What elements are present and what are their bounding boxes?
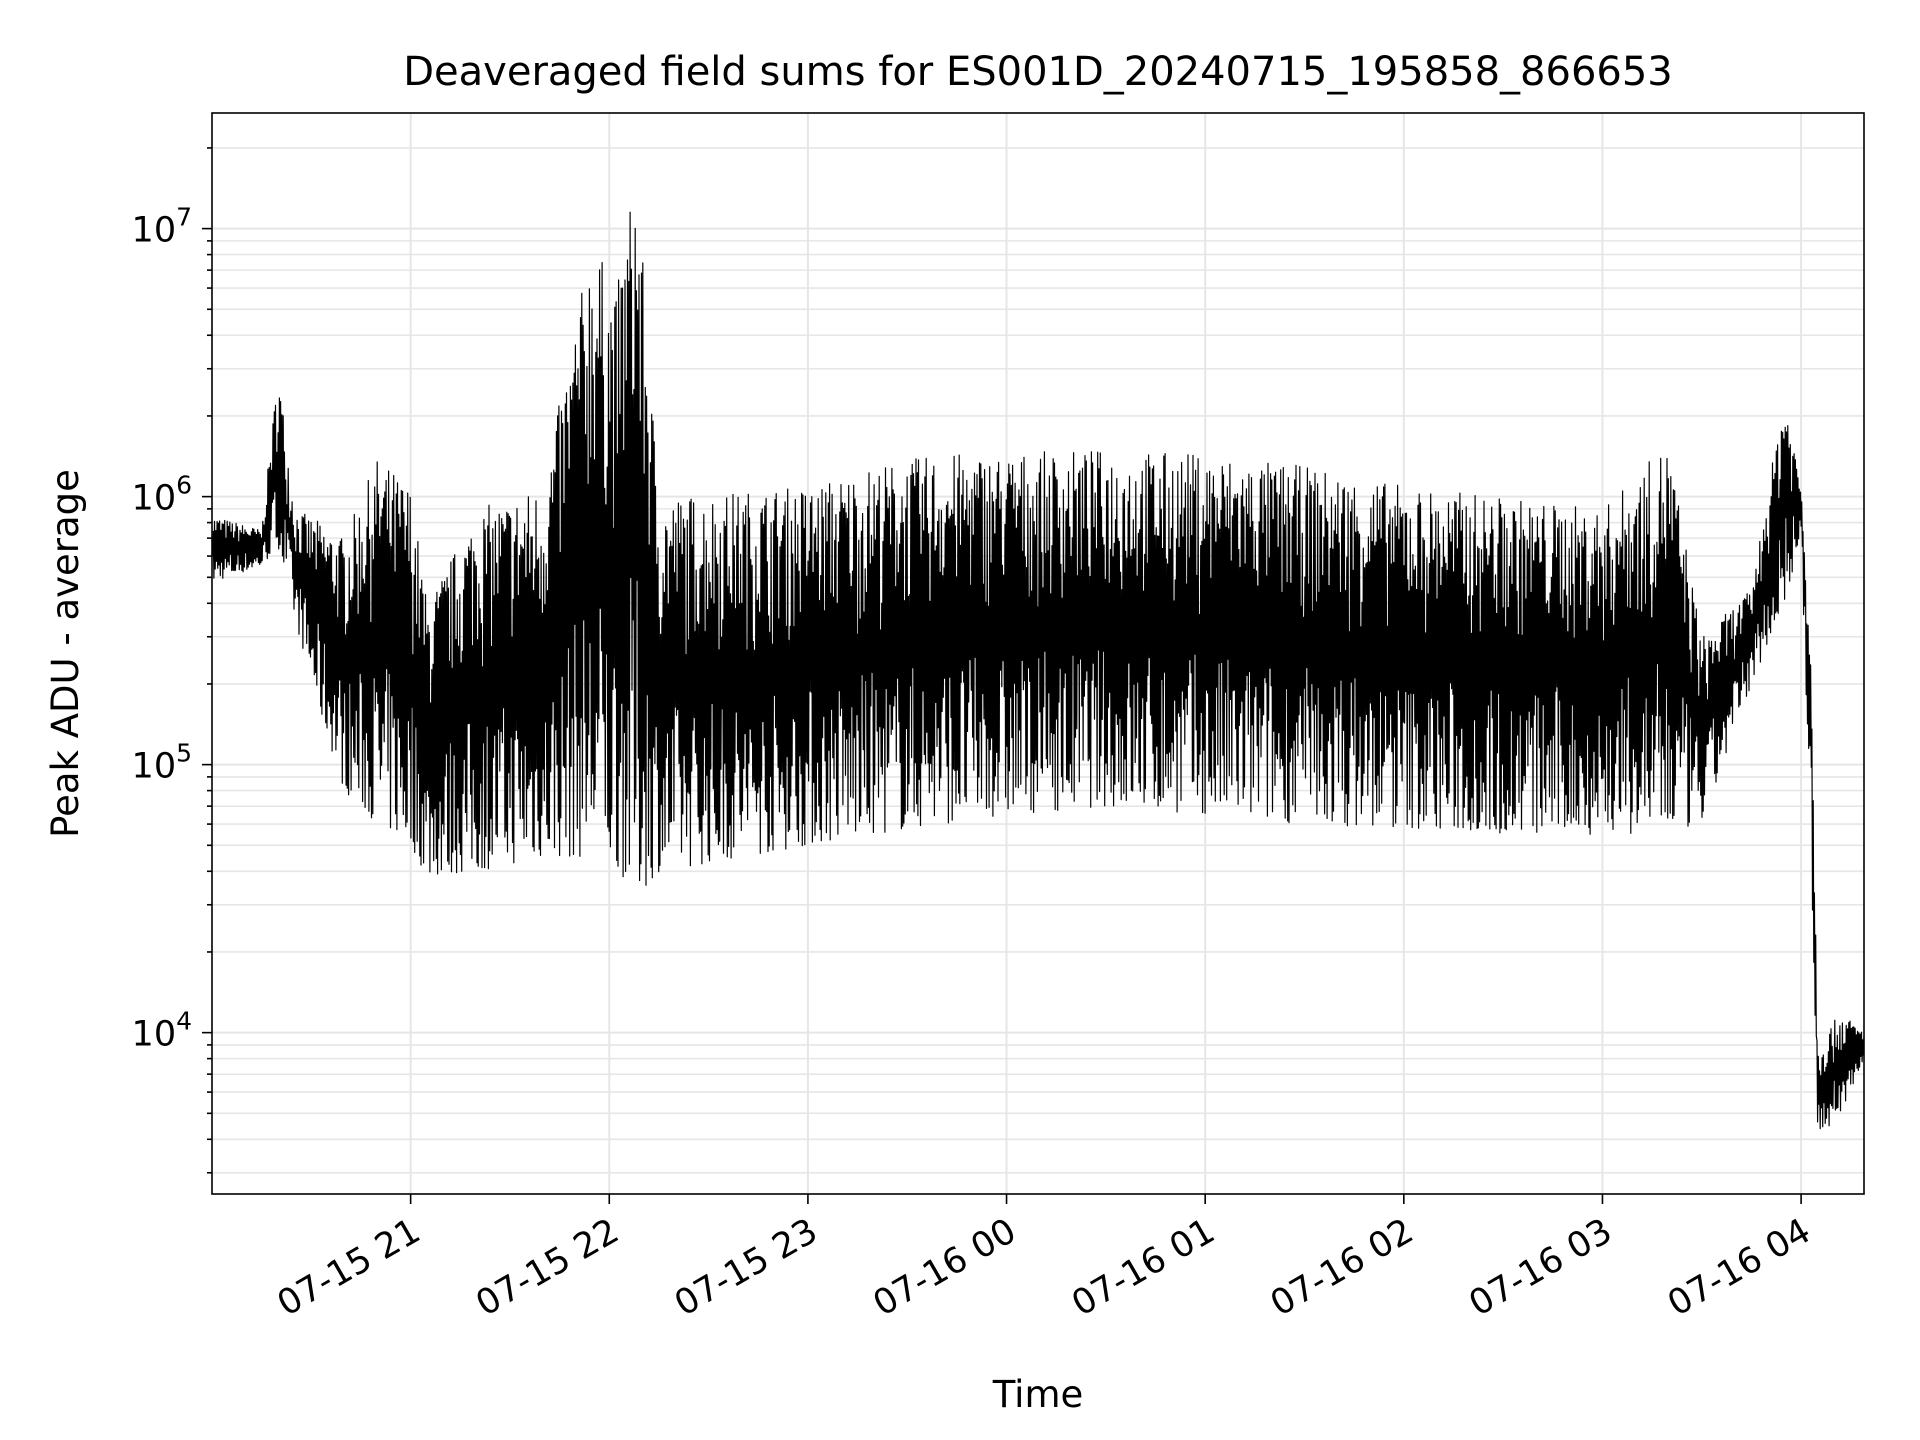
series-path (211, 211, 1865, 1130)
y-tick-label-base: 10 (132, 211, 177, 251)
chart-title: Deaveraged field sums for ES001D_2024071… (403, 49, 1673, 95)
y-tick-label-base: 10 (132, 747, 177, 787)
y-tick-label-exponent: 5 (176, 739, 192, 768)
y-tick-label-base: 10 (132, 1015, 177, 1055)
y-tick-label-exponent: 6 (176, 471, 192, 500)
y-tick-label-exponent: 4 (176, 1007, 192, 1036)
y-tick-label: 107 (132, 203, 192, 251)
y-axis-label: Peak ADU - average (44, 469, 87, 838)
y-tick-label-exponent: 7 (176, 203, 192, 232)
y-tick-label: 106 (132, 471, 192, 519)
y-tick-label-base: 10 (132, 479, 177, 519)
plot-frame (211, 112, 1865, 1195)
x-axis-label: Time (992, 1373, 1084, 1416)
y-tick-label: 104 (132, 1007, 192, 1055)
series-line (211, 211, 1865, 1130)
y-tick-label: 105 (132, 739, 192, 787)
